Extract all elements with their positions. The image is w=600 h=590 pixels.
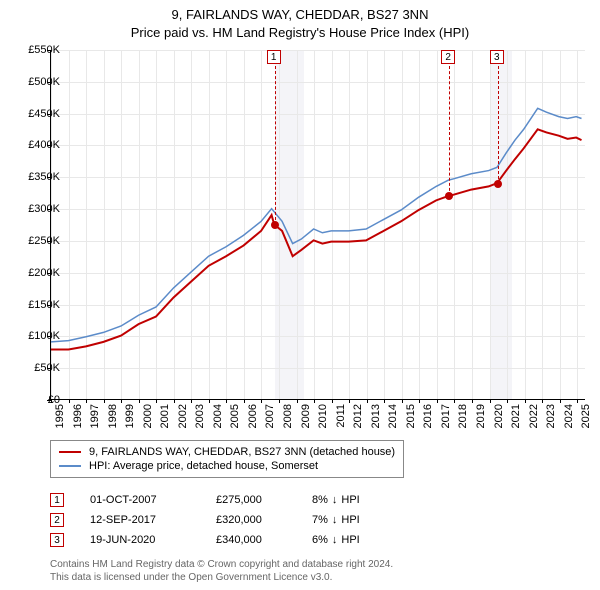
xtick-label: 1998 — [107, 404, 119, 428]
sale-date: 19-JUN-2020 — [90, 534, 190, 546]
xtick-label: 2005 — [229, 404, 241, 428]
sale-row: 2 12-SEP-2017 £320,000 7% ↓HPI — [50, 510, 360, 530]
sales-table: 101-OCT-2007£275,0008%↓HPI212-SEP-2017£3… — [50, 490, 360, 550]
ytick-label: £50K — [34, 362, 60, 374]
legend-swatch — [59, 465, 81, 467]
xtick-label: 2023 — [545, 404, 557, 428]
marker-dot — [494, 180, 502, 188]
footer: Contains HM Land Registry data © Crown c… — [50, 558, 393, 584]
xtick-label: 2025 — [580, 404, 592, 428]
legend-swatch — [59, 451, 81, 453]
legend-label: HPI: Average price, detached house, Some… — [89, 460, 318, 472]
xtick-label: 2011 — [335, 404, 347, 428]
xtick-label: 2010 — [317, 404, 329, 428]
marker-box: 2 — [441, 50, 455, 64]
chart-lines — [51, 50, 585, 399]
sale-delta-pct: 8% — [312, 494, 328, 506]
title-line-2: Price paid vs. HM Land Registry's House … — [0, 24, 600, 42]
sale-delta: 7% ↓HPI — [312, 514, 360, 526]
series-hpi — [51, 108, 582, 342]
legend-row: 9, FAIRLANDS WAY, CHEDDAR, BS27 3NN (det… — [59, 445, 395, 459]
sale-delta-pct: 6% — [312, 534, 328, 546]
marker-box: 3 — [490, 50, 504, 64]
xtick-label: 2021 — [510, 404, 522, 428]
ytick-label: £550K — [28, 44, 60, 56]
chart-area: 1 2 3 — [50, 50, 585, 400]
sale-price: £340,000 — [216, 534, 286, 546]
xtick-label: 2018 — [457, 404, 469, 428]
sale-delta-pct: 7% — [312, 514, 328, 526]
sale-delta: 6% ↓HPI — [312, 534, 360, 546]
xtick-label: 1996 — [72, 404, 84, 428]
legend-row: HPI: Average price, detached house, Some… — [59, 459, 395, 473]
ytick-label: £150K — [28, 299, 60, 311]
xtick-label: 2000 — [142, 404, 154, 428]
footer-line-1: Contains HM Land Registry data © Crown c… — [50, 558, 393, 571]
ytick-label: £500K — [28, 76, 60, 88]
xtick-label: 1995 — [54, 404, 66, 428]
ytick-label: £400K — [28, 139, 60, 151]
ytick-label: £100K — [28, 330, 60, 342]
xtick-label: 2006 — [247, 404, 259, 428]
arrow-down-icon: ↓ — [332, 494, 338, 506]
sale-delta-label: HPI — [341, 514, 359, 526]
sale-date: 01-OCT-2007 — [90, 494, 190, 506]
xtick-label: 2001 — [159, 404, 171, 428]
sale-row: 3 19-JUN-2020 £340,000 6% ↓HPI — [50, 530, 360, 550]
title-line-1: 9, FAIRLANDS WAY, CHEDDAR, BS27 3NN — [0, 6, 600, 24]
xtick-label: 2002 — [177, 404, 189, 428]
xtick-label: 1997 — [89, 404, 101, 428]
plot-region: 1 2 3 — [50, 50, 585, 400]
sale-price: £320,000 — [216, 514, 286, 526]
sale-delta-label: HPI — [341, 494, 359, 506]
xtick-label: 2024 — [563, 404, 575, 428]
marker-box: 1 — [267, 50, 281, 64]
xtick-label: 2019 — [475, 404, 487, 428]
sale-number: 2 — [50, 513, 64, 527]
ytick-label: £250K — [28, 235, 60, 247]
xtick-label: 2016 — [422, 404, 434, 428]
sale-number: 3 — [50, 533, 64, 547]
footer-line-2: This data is licensed under the Open Gov… — [50, 571, 393, 584]
marker-line — [449, 66, 450, 196]
sale-number: 1 — [50, 493, 64, 507]
sale-delta: 8% ↓HPI — [312, 494, 360, 506]
ytick-label: £200K — [28, 267, 60, 279]
arrow-down-icon: ↓ — [332, 514, 338, 526]
ytick-label: £350K — [28, 171, 60, 183]
sale-row: 1 01-OCT-2007 £275,000 8% ↓HPI — [50, 490, 360, 510]
xtick-label: 2013 — [370, 404, 382, 428]
xtick-label: 2017 — [440, 404, 452, 428]
xtick-label: 2003 — [194, 404, 206, 428]
title-block: 9, FAIRLANDS WAY, CHEDDAR, BS27 3NN Pric… — [0, 0, 600, 46]
sale-price: £275,000 — [216, 494, 286, 506]
ytick-label: £450K — [28, 108, 60, 120]
marker-dot — [445, 192, 453, 200]
arrow-down-icon: ↓ — [332, 534, 338, 546]
xtick-label: 2020 — [493, 404, 505, 428]
ytick-label: £300K — [28, 203, 60, 215]
marker-dot — [271, 221, 279, 229]
marker-line — [498, 66, 499, 184]
sale-delta-label: HPI — [341, 534, 359, 546]
xtick-label: 2015 — [405, 404, 417, 428]
xtick-label: 2022 — [528, 404, 540, 428]
xtick-label: 2014 — [387, 404, 399, 428]
series-property — [51, 129, 582, 349]
xtick-label: 2009 — [300, 404, 312, 428]
sale-date: 12-SEP-2017 — [90, 514, 190, 526]
xtick-label: 1999 — [124, 404, 136, 428]
xtick-label: 2008 — [282, 404, 294, 428]
xtick-label: 2012 — [352, 404, 364, 428]
legend-label: 9, FAIRLANDS WAY, CHEDDAR, BS27 3NN (det… — [89, 446, 395, 458]
xtick-label: 2007 — [264, 404, 276, 428]
legend: 9, FAIRLANDS WAY, CHEDDAR, BS27 3NN (det… — [50, 440, 404, 478]
marker-line — [275, 66, 276, 225]
xtick-label: 2004 — [212, 404, 224, 428]
